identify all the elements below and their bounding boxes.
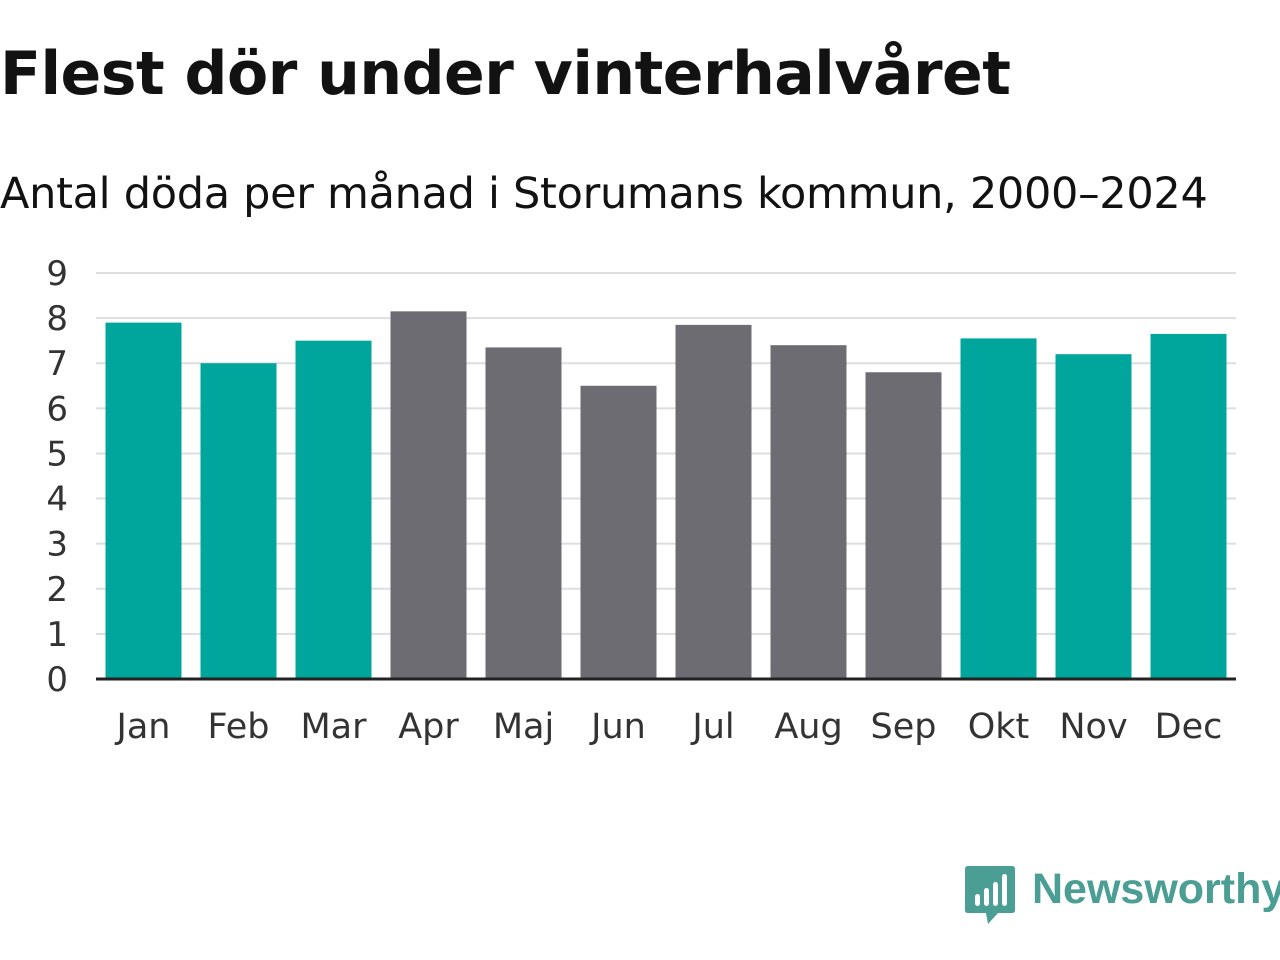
y-tick-label: 3 — [46, 525, 68, 565]
x-tick-label: Jul — [690, 707, 734, 747]
bar-okt — [960, 338, 1037, 679]
y-tick-label: 4 — [46, 480, 68, 520]
x-axis-ticks: Jan Feb Mar Apr Maj Jun Jul Aug Sep Okt Nov Dec — [115, 707, 1223, 747]
x-tick-label: Mar — [300, 707, 367, 747]
x-tick-label: Dec — [1155, 707, 1223, 747]
x-tick-label: Feb — [208, 707, 270, 747]
bar-jan — [105, 322, 182, 679]
y-tick-label: 8 — [46, 299, 68, 339]
brand-name: Newsworthy — [1032, 865, 1280, 913]
bar-jun — [580, 385, 657, 679]
newsworthy-logo-icon — [965, 866, 1015, 924]
newsworthy-brand: Newsworthy — [964, 864, 1280, 928]
y-tick-label: 0 — [46, 660, 68, 700]
x-tick-label: Jan — [115, 707, 171, 747]
x-tick-label: Nov — [1059, 707, 1127, 747]
bar-chart: 0 1 2 3 4 5 6 7 8 9 Jan Feb Mar Apr Maj Jun Jul Aug Sep Ok… — [46, 254, 1236, 747]
x-tick-label: Apr — [398, 707, 459, 747]
chart-title: Flest dör under vinterhalvåret — [0, 39, 1011, 109]
y-tick-label: 5 — [46, 434, 68, 474]
chart-subtitle: Antal döda per månad i Storumans kommun,… — [0, 169, 1208, 219]
bar-aug — [770, 345, 847, 679]
bars — [105, 311, 1227, 679]
bar-mar — [295, 340, 372, 679]
y-tick-label: 6 — [46, 389, 68, 429]
bar-jul — [675, 324, 752, 679]
y-tick-label: 1 — [46, 615, 68, 655]
x-tick-label: Okt — [968, 707, 1030, 747]
bar-apr — [390, 311, 467, 679]
y-tick-label: 2 — [46, 570, 68, 610]
x-tick-label: Aug — [774, 707, 842, 747]
gridlines — [96, 272, 1236, 635]
y-tick-label: 7 — [46, 344, 68, 384]
bar-dec — [1150, 333, 1227, 679]
x-tick-label: Maj — [493, 707, 554, 747]
bar-feb — [200, 363, 277, 679]
y-tick-label: 9 — [46, 254, 68, 294]
bar-nov — [1055, 354, 1132, 679]
y-axis-ticks: 0 1 2 3 4 5 6 7 8 9 — [46, 254, 68, 700]
bar-maj — [485, 347, 562, 679]
x-tick-label: Sep — [871, 707, 937, 747]
x-tick-label: Jun — [589, 707, 646, 747]
bar-sep — [865, 372, 942, 679]
